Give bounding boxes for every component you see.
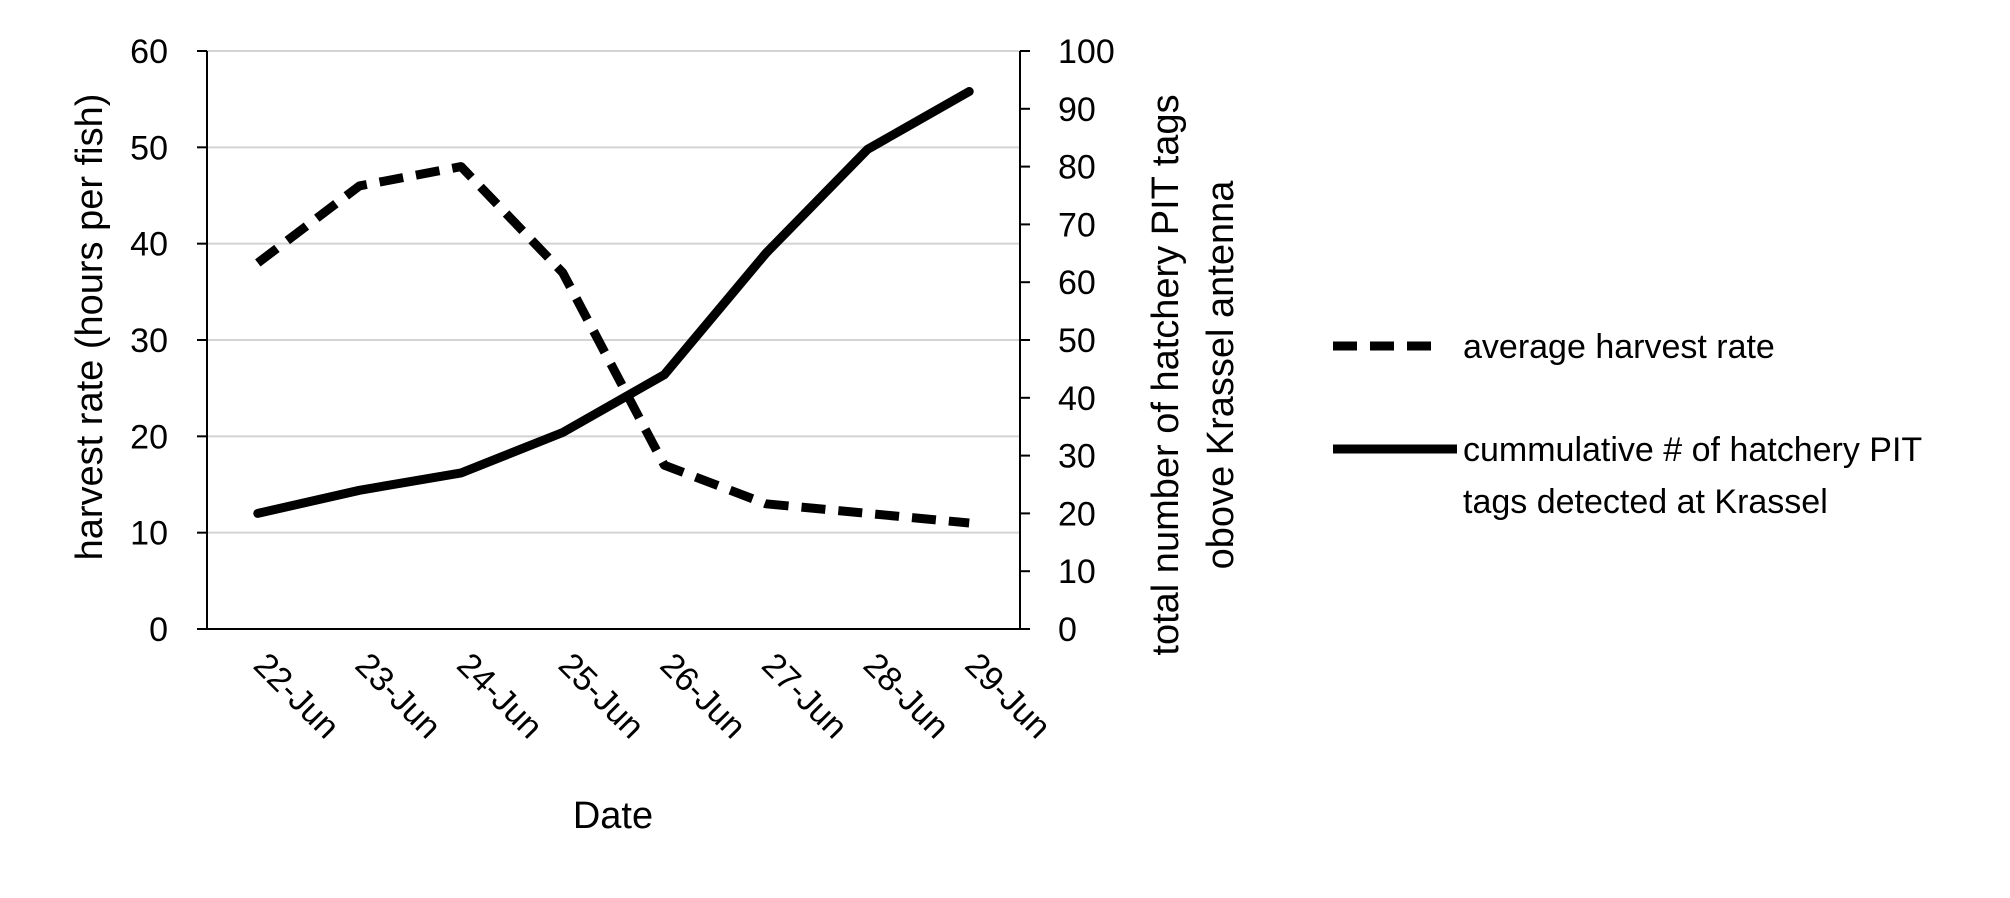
x-tick-label: 26-Jun <box>653 646 753 746</box>
tick-labels: 0 10 20 30 40 50 60 0 10 20 30 40 50 60 70 80 90 100 22-Ju… <box>130 33 1115 746</box>
y2-tick-label: 60 <box>1058 264 1096 302</box>
gridlines <box>207 50 1020 534</box>
y-tick-label: 30 <box>130 322 168 360</box>
y-axis-title: harvest rate (hours per fish) <box>69 94 111 561</box>
y-tick-label: 0 <box>149 611 168 649</box>
y2-tick-label: 0 <box>1058 611 1077 649</box>
y-tick-label: 10 <box>130 515 168 553</box>
y-tick-label: 60 <box>130 33 168 71</box>
y-tick-label: 40 <box>130 226 168 264</box>
x-axis-title: Date <box>573 795 653 837</box>
series-line-cumulative-pit-tags <box>253 87 974 518</box>
legend-label-average-harvest-rate: average harvest rate <box>1463 328 1775 366</box>
x-tick-label: 24-Jun <box>449 646 549 746</box>
x-tick-label: 25-Jun <box>551 646 651 746</box>
x-tick-label: 22-Jun <box>246 646 346 746</box>
y2-tick-label: 30 <box>1058 438 1096 476</box>
y2-axis-title-line-1: total number of hatchery PIT tags <box>1145 94 1187 655</box>
x-tick-label: 28-Jun <box>856 646 956 746</box>
legend: average harvest rate cummulative # of ha… <box>1333 328 1922 521</box>
y-tick-label: 20 <box>130 418 168 456</box>
x-tick-label: 29-Jun <box>958 646 1058 746</box>
y-tick-label: 50 <box>130 129 168 167</box>
legend-label-cumulative-pit-tags-line-2: tags detected at Krassel <box>1463 483 1828 521</box>
y2-tick-label: 90 <box>1058 91 1096 129</box>
y2-tick-label: 10 <box>1058 553 1096 591</box>
x-tick-label: 23-Jun <box>348 646 448 746</box>
x-tick-label: 27-Jun <box>754 646 854 746</box>
y2-tick-label: 70 <box>1058 206 1096 244</box>
y2-tick-label: 20 <box>1058 495 1096 533</box>
series-line-average-harvest-rate <box>255 162 970 528</box>
series-lines <box>253 87 974 528</box>
y2-tick-label: 50 <box>1058 322 1096 360</box>
y2-axis-title-line-2: obove Krassel antenna <box>1200 180 1242 570</box>
y2-tick-label: 100 <box>1058 33 1115 71</box>
legend-label-cumulative-pit-tags-line-1: cummulative # of hatchery PIT <box>1463 431 1922 469</box>
y2-tick-label: 40 <box>1058 380 1096 418</box>
axes <box>197 50 1030 630</box>
y2-tick-label: 80 <box>1058 149 1096 187</box>
